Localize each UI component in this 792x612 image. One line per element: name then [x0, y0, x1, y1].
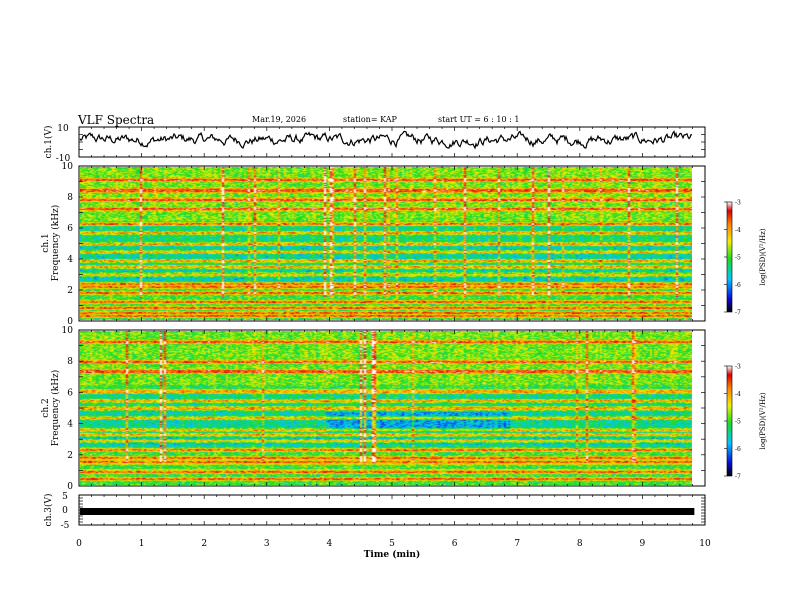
x-tick-label: 10: [699, 539, 711, 549]
ch2-colorbar-label: log(PSD)(V²/Hz): [759, 392, 767, 449]
ch1-waveform-ylabel: ch.1(V): [43, 126, 54, 159]
colorbar-tick-label: -5: [735, 419, 741, 426]
y-tick-label: 4: [67, 255, 73, 265]
ch1-ytick-bottom: -10: [56, 154, 71, 164]
ch1-colorbar-gradient: [726, 201, 733, 313]
ch1-spectrogram-yticklabels: 0 2 4 6 8 10: [62, 162, 74, 327]
x-tick-label: 2: [201, 539, 207, 549]
y-tick-label: 6: [67, 224, 73, 234]
ch3-waveform-line: [80, 508, 695, 515]
ch2-spectrogram-ylabel-channel: ch.2: [41, 398, 51, 417]
y-tick-label: 2: [67, 286, 73, 296]
x-tick-label: 4: [327, 539, 333, 549]
colorbar-tick-label: -4: [735, 391, 741, 398]
x-tick-label: 5: [389, 539, 395, 549]
ch3-waveform-ylabel: ch.3(V): [43, 494, 54, 527]
ch1-spectrogram-panel: 0 2 4 6 8 10 ch.1 Frequency (kHz): [41, 162, 706, 327]
x-tick-label: 3: [264, 539, 270, 549]
ch1-waveform-panel: 10 -10 ch.1(V): [43, 124, 706, 164]
ch2-spectrogram-yticklabels: 0 2 4 6 8 10: [62, 326, 74, 492]
y-tick-label: 6: [67, 388, 73, 398]
ch1-spectrogram-ticks: [78, 165, 706, 322]
start-time-label: start UT = 6 : 10 : 1: [438, 115, 520, 124]
colorbar-tick-label: -3: [735, 200, 741, 207]
y-tick-label: 2: [67, 451, 73, 461]
ch2-colorbar-ticks: -3 -4 -5 -6 -7: [724, 364, 741, 481]
colorbar-tick-label: -4: [735, 227, 741, 234]
x-tick-label: 6: [452, 539, 458, 549]
colorbar-tick-label: -7: [735, 310, 741, 317]
y-tick-label: 0: [67, 317, 73, 327]
x-tick-label: 7: [514, 539, 520, 549]
ch1-waveform-ticks: [78, 126, 706, 158]
ch3-ytick-middle: 0: [62, 506, 68, 516]
ch2-spectrogram-panel: 0 2 4 6 8 10 ch.2 Frequency (kHz): [41, 326, 706, 492]
ch3-ytick-top: 5: [62, 492, 68, 502]
y-tick-label: 8: [67, 357, 73, 367]
x-tick-label: 9: [640, 539, 646, 549]
ch1-colorbar-label: log(PSD)(V²/Hz): [759, 228, 767, 285]
ch1-spectrogram-ylabel-channel: ch.1: [41, 233, 51, 252]
station-label: station= KAP: [343, 115, 397, 124]
y-tick-label: 4: [67, 420, 73, 430]
ch1-spectrogram-image: [80, 167, 692, 320]
ch2-colorbar-gradient: [726, 365, 733, 477]
ch1-colorbar-ticks: -3 -4 -5 -6 -7: [724, 200, 741, 317]
ch3-ytick-bottom: -5: [61, 521, 70, 531]
colorbar-tick-label: -6: [735, 282, 741, 289]
ch3-waveform-panel: 5 0 -5 ch.3(V): [43, 492, 706, 531]
ch1-colorbar: -3 -4 -5 -6 -7 log(PSD)(V²/Hz): [724, 200, 767, 317]
y-tick-label: 10: [62, 326, 74, 336]
colorbar-tick-label: -7: [735, 474, 741, 481]
colorbar-tick-label: -5: [735, 255, 741, 262]
ch2-spectrogram-image: [80, 331, 692, 485]
ch2-spectrogram-ylabel-frequency: Frequency (kHz): [50, 370, 61, 447]
ch1-ytick-top: 10: [57, 124, 69, 134]
date-label: Mar.19, 2026: [252, 115, 307, 124]
x-tick-label: 1: [139, 539, 145, 549]
x-tick-label: 8: [577, 539, 583, 549]
x-axis-label: Time (min): [364, 549, 421, 560]
ch1-waveform-line: [79, 130, 693, 150]
colorbar-tick-label: -3: [735, 364, 741, 371]
ch2-colorbar: -3 -4 -5 -6 -7 log(PSD)(V²/Hz): [724, 364, 767, 481]
plot-title: VLF Spectra: [78, 113, 155, 127]
y-tick-label: 8: [67, 193, 73, 203]
ch3-waveform-ticks: [78, 494, 706, 526]
x-tick-label: 0: [76, 539, 82, 549]
y-tick-label: 10: [62, 162, 74, 172]
y-tick-label: 0: [67, 482, 73, 492]
colorbar-tick-label: -6: [735, 446, 741, 453]
ch1-spectrogram-ylabel-frequency: Frequency (kHz): [50, 205, 61, 282]
ch2-spectrogram-ticks: [78, 329, 706, 487]
x-axis-tick-labels: 0 1 2 3 4 5 6 7 8 9 10: [76, 539, 711, 549]
